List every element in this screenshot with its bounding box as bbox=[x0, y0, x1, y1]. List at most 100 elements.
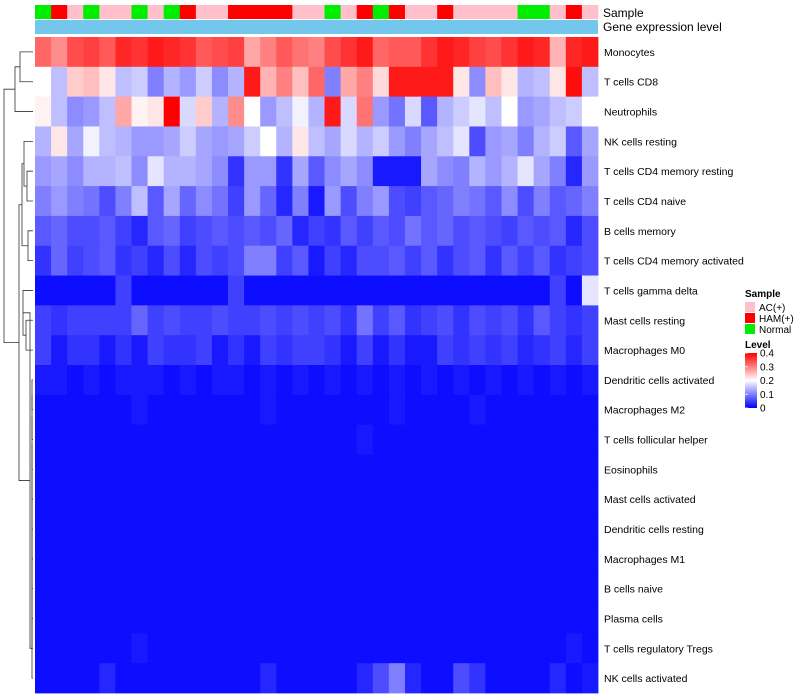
heatmap-cell bbox=[356, 245, 374, 276]
heatmap-cell bbox=[67, 305, 84, 336]
heatmap-cell bbox=[581, 454, 599, 485]
heatmap-cell bbox=[260, 633, 277, 664]
heatmap-cell bbox=[549, 633, 567, 664]
heatmap-cell bbox=[308, 424, 325, 455]
sample-annotation-cell bbox=[67, 5, 84, 19]
heatmap-cell bbox=[179, 424, 197, 455]
heatmap-cell bbox=[228, 454, 245, 485]
heatmap-cell bbox=[372, 603, 390, 634]
heatmap-cell bbox=[453, 245, 470, 276]
heatmap-cell bbox=[260, 275, 277, 306]
sample-annotation-cell bbox=[404, 5, 422, 19]
heatmap-cell bbox=[340, 603, 358, 634]
heatmap-cell bbox=[453, 156, 470, 187]
heatmap-cell bbox=[260, 156, 277, 187]
heatmap-cell bbox=[437, 365, 454, 396]
heatmap-cell bbox=[308, 37, 325, 68]
heatmap-cell bbox=[581, 663, 599, 694]
heatmap-cell bbox=[549, 335, 567, 366]
heatmap-cell bbox=[549, 215, 567, 247]
heatmap-cell bbox=[501, 454, 518, 485]
heatmap-cell bbox=[565, 215, 583, 247]
heatmap-cell bbox=[211, 514, 229, 545]
heatmap-cell bbox=[549, 603, 567, 634]
sample-annotation-cell bbox=[115, 5, 132, 19]
heatmap-cell bbox=[260, 66, 277, 98]
heatmap-cell bbox=[115, 454, 132, 485]
heatmap-cell bbox=[195, 215, 213, 247]
heatmap-cell bbox=[404, 215, 422, 247]
heatmap-cell bbox=[388, 215, 406, 247]
heatmap-cell bbox=[308, 96, 325, 127]
annotation-label-gene-expression: Gene expression level bbox=[603, 20, 722, 34]
heatmap-cell bbox=[195, 37, 213, 68]
heatmap-cell bbox=[228, 156, 245, 187]
heatmap-cell bbox=[565, 514, 583, 545]
heatmap-cell bbox=[147, 335, 165, 366]
heatmap-cell bbox=[404, 335, 422, 366]
heatmap-cell bbox=[533, 37, 551, 68]
heatmap-cell bbox=[195, 186, 213, 217]
heatmap-cell bbox=[211, 454, 229, 485]
sample-annotation-cell bbox=[549, 5, 567, 19]
heatmap-cell bbox=[276, 633, 293, 664]
heatmap-cell bbox=[501, 394, 518, 426]
heatmap-cell bbox=[163, 484, 181, 515]
heatmap-cell bbox=[163, 424, 181, 455]
heatmap-cell bbox=[549, 245, 567, 276]
heatmap-cell bbox=[67, 275, 84, 306]
heatmap-cell bbox=[179, 186, 197, 217]
heatmap-cell bbox=[469, 454, 486, 485]
heatmap-cell bbox=[99, 245, 116, 276]
heatmap-cell bbox=[549, 424, 567, 455]
heatmap-cell bbox=[228, 245, 245, 276]
heatmap-cell bbox=[388, 335, 406, 366]
sample-annotation-cell bbox=[324, 5, 342, 19]
heatmap-cell bbox=[244, 215, 261, 247]
heatmap-cell bbox=[260, 37, 277, 68]
heatmap-cell bbox=[565, 186, 583, 217]
heatmap-cell bbox=[308, 186, 325, 217]
heatmap-cell bbox=[549, 454, 567, 485]
heatmap-cell bbox=[292, 424, 309, 455]
heatmap-cell bbox=[276, 66, 293, 98]
heatmap-cell bbox=[179, 335, 197, 366]
heatmap-cell bbox=[340, 215, 358, 247]
heatmap-cell bbox=[83, 454, 100, 485]
heatmap-cell bbox=[469, 543, 486, 575]
heatmap-cell bbox=[115, 633, 132, 664]
heatmap-cell bbox=[533, 365, 551, 396]
heatmap-cell bbox=[147, 543, 165, 575]
heatmap-cell bbox=[179, 663, 197, 694]
heatmap-cell bbox=[549, 573, 567, 604]
heatmap-cell bbox=[211, 573, 229, 604]
sample-annotation-cell bbox=[356, 5, 374, 19]
heatmap-cell bbox=[485, 126, 502, 157]
heatmap-cell bbox=[292, 514, 309, 545]
heatmap-cell bbox=[115, 424, 132, 455]
heatmap-cell bbox=[356, 514, 374, 545]
heatmap-cell bbox=[147, 603, 165, 634]
heatmap-cell bbox=[99, 215, 116, 247]
row-label: Macrophages M0 bbox=[604, 345, 685, 357]
heatmap-cell bbox=[372, 305, 390, 336]
heatmap-cell bbox=[99, 484, 116, 515]
heatmap-cell bbox=[372, 96, 390, 127]
heatmap-cell bbox=[179, 394, 197, 426]
heatmap-cell bbox=[453, 603, 470, 634]
heatmap-cell bbox=[404, 573, 422, 604]
heatmap-cell bbox=[67, 603, 84, 634]
heatmap-cell bbox=[485, 603, 502, 634]
heatmap-cell bbox=[195, 305, 213, 336]
heatmap-cell bbox=[517, 573, 535, 604]
heatmap-cell bbox=[372, 126, 390, 157]
heatmap-cell bbox=[147, 275, 165, 306]
heatmap-cell bbox=[51, 663, 68, 694]
heatmap-cell bbox=[260, 603, 277, 634]
heatmap-cell bbox=[195, 603, 213, 634]
heatmap-cell bbox=[517, 633, 535, 664]
sample-annotation-cell bbox=[228, 5, 245, 19]
heatmap-cell bbox=[469, 156, 486, 187]
heatmap-cell bbox=[517, 156, 535, 187]
heatmap-cell bbox=[581, 633, 599, 664]
